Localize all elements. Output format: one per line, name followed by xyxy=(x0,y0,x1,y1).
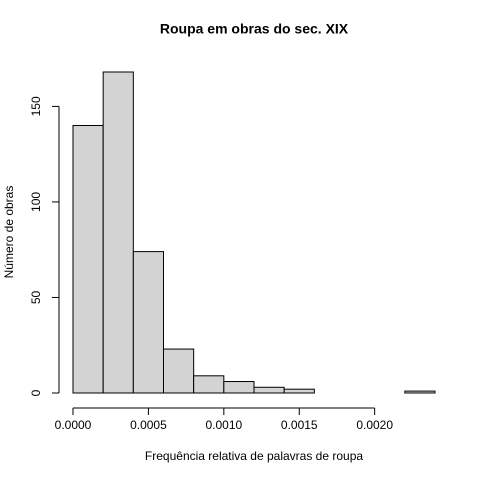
y-tick-label: 0 xyxy=(29,389,43,396)
x-tick-label: 0.0005 xyxy=(130,418,167,432)
x-tick-label: 0.0010 xyxy=(205,418,242,432)
bar xyxy=(72,125,104,394)
x-tick-label: 0.0020 xyxy=(356,418,393,432)
x-tick-label: 0.0000 xyxy=(55,418,92,432)
bar xyxy=(132,251,164,394)
bar xyxy=(102,71,134,394)
bar xyxy=(253,386,285,394)
bar xyxy=(223,381,255,394)
y-tick-label: 100 xyxy=(29,192,43,212)
bar xyxy=(404,390,436,394)
bar xyxy=(163,348,195,394)
x-axis-label: Frequência relativa de palavras de roupa xyxy=(145,449,363,463)
bar xyxy=(283,388,315,394)
chart-title: Roupa em obras do sec. XIX xyxy=(160,21,349,37)
y-axis-label: Número de obras xyxy=(2,186,16,279)
bar xyxy=(193,375,225,394)
y-tick-label: 150 xyxy=(29,96,43,116)
y-tick-label: 50 xyxy=(29,290,43,304)
x-tick-label: 0.0015 xyxy=(281,418,318,432)
